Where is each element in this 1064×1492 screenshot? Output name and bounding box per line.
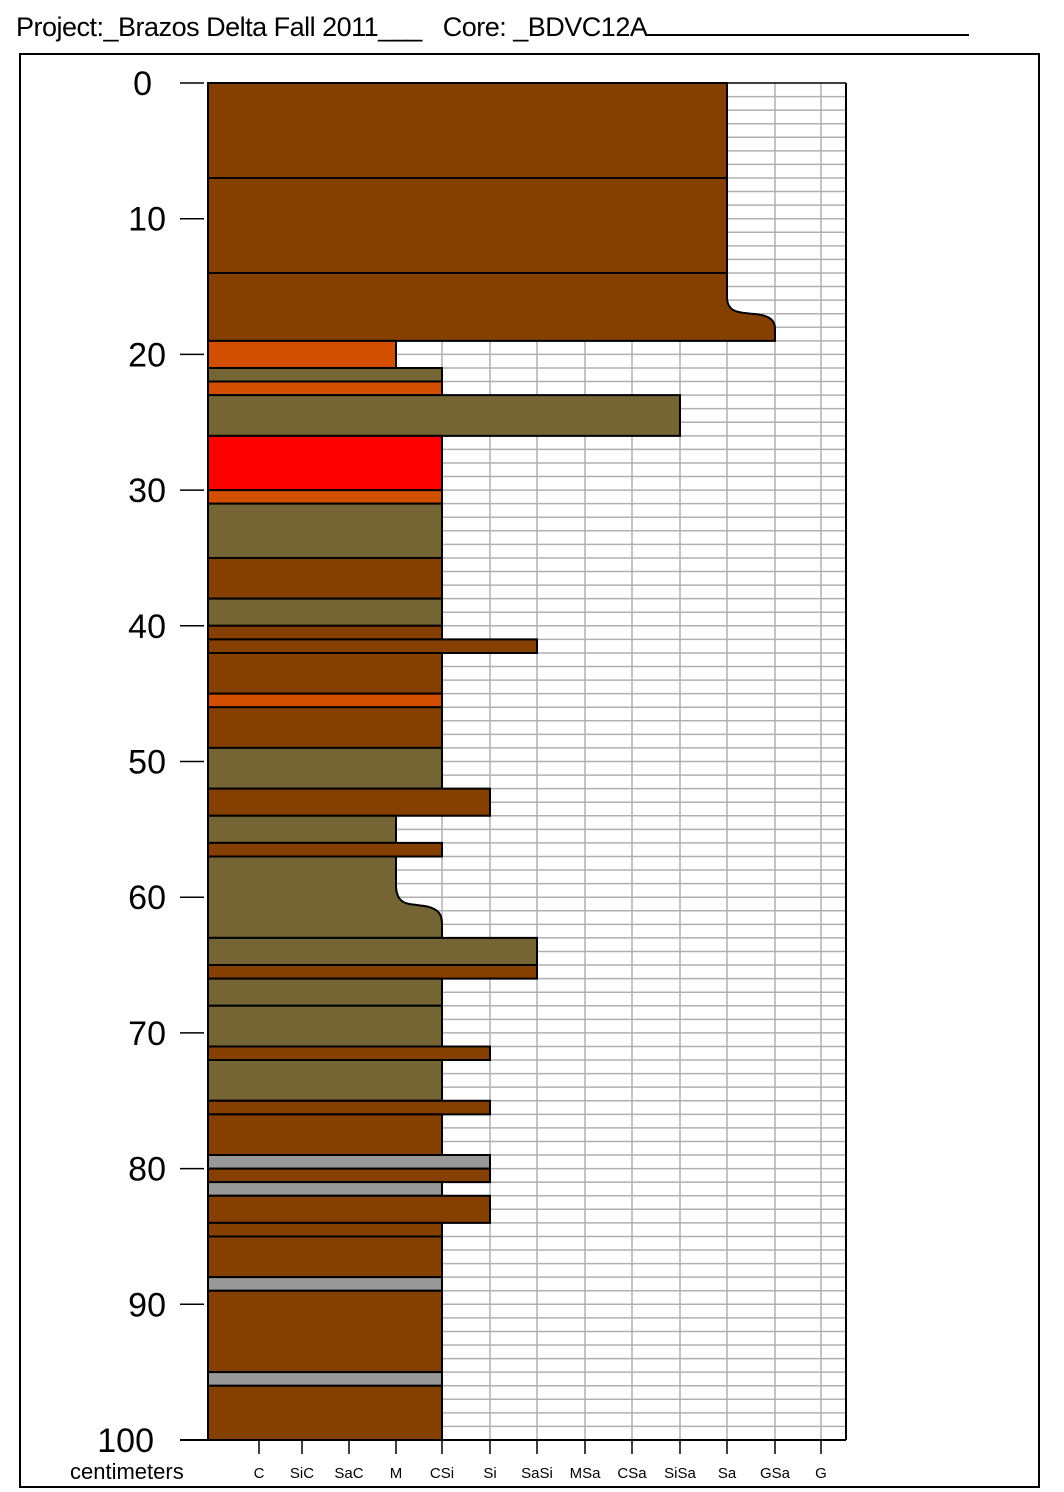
layer-brown [207, 1045, 491, 1062]
layer-gray [207, 1276, 443, 1292]
layer-olive [207, 366, 443, 383]
layer-brown [207, 841, 443, 858]
layer-brown [207, 271, 776, 342]
layer-brown [207, 82, 728, 179]
x-tick-label-CSi: CSi [430, 1465, 454, 1482]
layer-orange [207, 339, 397, 369]
log-frame [19, 53, 1040, 1488]
layer-brown [207, 651, 443, 695]
project-label: Project:_Brazos Delta Fall 2011___ [16, 12, 422, 42]
layer-brown [207, 706, 443, 749]
x-tick-label-G: G [815, 1465, 827, 1482]
y-tick-label: 30 [128, 472, 166, 510]
layer-brown [207, 1167, 491, 1184]
x-tick-label-SaSi: SaSi [521, 1465, 553, 1482]
layer-olive [207, 814, 397, 844]
layer-brown [207, 176, 728, 274]
layer-brown [207, 1235, 443, 1279]
layer-brown [207, 1099, 491, 1116]
x-tick-label-CSa: CSa [617, 1465, 647, 1482]
y-tick-label: 60 [128, 879, 166, 917]
layer-brown [207, 787, 491, 817]
layer-gray [207, 1154, 491, 1170]
core-header: Project:_Brazos Delta Fall 2011___ Core:… [16, 10, 970, 43]
y-tick-label: 90 [128, 1286, 166, 1324]
layer-olive [207, 1004, 443, 1048]
y-axis-label: centimeters [70, 1459, 184, 1484]
y-tick-label: 0 [133, 65, 152, 103]
layer-orange [207, 489, 443, 505]
layer-brown [207, 964, 538, 980]
y-tick-label: 70 [128, 1015, 166, 1053]
x-tick-label-SiSa: SiSa [664, 1465, 696, 1482]
layer-olive [207, 746, 443, 790]
layer-brown [207, 1289, 443, 1374]
layer-orange [207, 692, 443, 709]
layer-olive [207, 936, 538, 967]
layer-olive [207, 597, 443, 627]
layer-olive [207, 855, 443, 939]
y-tick-label: 100 [97, 1422, 154, 1460]
layer-brown [207, 1221, 443, 1238]
layer-brown [207, 1194, 491, 1224]
layer-olive [207, 977, 443, 1007]
y-tick-label: 20 [128, 336, 166, 374]
y-tick-label: 10 [128, 201, 166, 239]
layer-gray [207, 1371, 443, 1387]
core-underline [647, 10, 970, 36]
x-tick-label-M: M [390, 1465, 403, 1482]
layer-olive [207, 502, 443, 559]
layer-olive [207, 1059, 443, 1102]
layer-brown [207, 1384, 443, 1441]
y-tick-label: 50 [128, 744, 166, 782]
layer-olive [207, 394, 681, 437]
layer-brown [207, 638, 538, 654]
x-tick-label-Si: Si [483, 1465, 496, 1482]
layer-brown [207, 556, 443, 600]
x-tick-label-Sa: Sa [718, 1465, 737, 1482]
x-tick-label-SiC: SiC [290, 1465, 314, 1482]
layer-orange [207, 380, 443, 397]
layer-gray [207, 1181, 443, 1197]
x-tick-label-MSa: MSa [570, 1465, 602, 1482]
layer-brown [207, 624, 443, 641]
layer-red [207, 434, 443, 492]
core-label: Core: _BDVC12A [442, 12, 648, 42]
layer-brown [207, 1113, 443, 1157]
x-tick-label-SaC: SaC [334, 1465, 363, 1482]
y-tick-label: 40 [128, 608, 166, 646]
x-tick-label-GSa: GSa [760, 1465, 791, 1482]
layers [207, 82, 776, 1441]
x-tick-label-C: C [254, 1465, 265, 1482]
y-tick-label: 80 [128, 1151, 166, 1189]
